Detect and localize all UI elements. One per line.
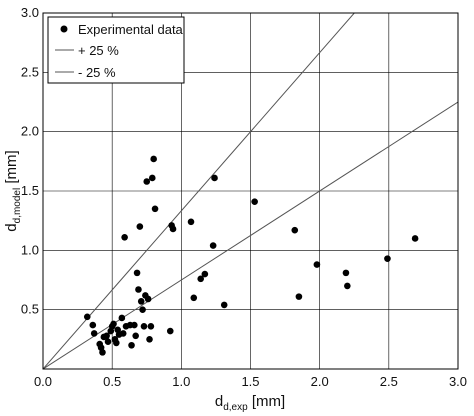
data-point-44	[201, 270, 209, 278]
data-point-11	[110, 320, 117, 328]
legend: Experimental data + 25 % - 25 %	[47, 16, 185, 84]
data-point-27	[137, 298, 145, 305]
data-point-5	[99, 349, 106, 356]
data-point-46	[211, 174, 218, 182]
data-point-31	[143, 178, 151, 185]
data-points	[83, 155, 419, 356]
data-point-21	[128, 341, 135, 349]
data-point-37	[151, 205, 159, 213]
legend-label-experimental: Experimental data	[78, 22, 184, 37]
y-tick-labels: 0.5 1.0 1.5 2.0 2.5 3.0	[21, 5, 39, 317]
data-point-18	[121, 233, 128, 241]
data-point-41	[187, 218, 195, 226]
data-point-53	[344, 282, 351, 290]
data-point-42	[190, 294, 198, 302]
data-point-49	[291, 226, 299, 234]
data-point-43	[197, 275, 204, 283]
x-tick-label-5: 2.5	[380, 374, 398, 389]
data-point-55	[411, 235, 419, 242]
data-point-28	[139, 306, 146, 313]
data-point-52	[342, 269, 350, 277]
y-axis-label: dd,model [mm]	[3, 150, 23, 231]
y-tick-label-4: 2.5	[21, 64, 39, 79]
data-point-38	[166, 327, 174, 335]
data-point-25	[135, 286, 142, 293]
grid-lines	[43, 13, 458, 369]
data-point-1	[89, 321, 97, 329]
data-point-32	[144, 295, 152, 303]
data-point-16	[118, 314, 126, 322]
data-point-24	[133, 269, 141, 277]
data-point-7	[103, 332, 110, 340]
x-tick-label-0: 0.0	[34, 374, 52, 389]
x-axis-label: dd,exp [mm]	[215, 393, 285, 413]
data-point-2	[90, 330, 98, 337]
data-point-22	[131, 321, 138, 329]
y-tick-label-5: 3.0	[21, 5, 39, 20]
data-point-0	[83, 313, 91, 321]
data-point-26	[136, 223, 144, 230]
y-tick-label-0: 0.5	[21, 302, 39, 317]
data-point-17	[119, 330, 127, 337]
data-point-51	[313, 261, 321, 268]
legend-label-plus25: + 25 %	[78, 43, 119, 58]
reference-line-1	[43, 13, 355, 369]
data-point-35	[148, 174, 156, 182]
x-tick-label-6: 3.0	[449, 374, 467, 389]
data-point-48	[251, 198, 258, 205]
legend-label-minus25: - 25 %	[78, 65, 116, 80]
x-tick-label-3: 1.5	[241, 374, 259, 389]
x-tick-label-1: 0.5	[103, 374, 121, 389]
data-point-36	[150, 155, 157, 163]
data-point-29	[140, 322, 148, 330]
data-point-54	[384, 255, 391, 262]
data-point-8	[104, 338, 112, 346]
data-point-23	[132, 332, 139, 340]
x-tick-labels: 0.0 0.5 1.0 1.5 2.0 2.5 3.0	[34, 374, 467, 389]
data-point-50	[295, 293, 303, 300]
y-tick-label-1: 1.0	[21, 242, 39, 257]
data-point-40	[169, 225, 177, 233]
data-point-33	[146, 336, 153, 343]
data-point-13	[113, 339, 120, 347]
x-tick-label-4: 2.0	[311, 374, 329, 389]
data-point-47	[220, 301, 228, 309]
y-tick-label-2: 1.5	[21, 183, 39, 198]
plot-frame	[42, 12, 459, 370]
legend-marker-experimental	[60, 25, 68, 33]
data-point-45	[209, 242, 217, 249]
data-point-34	[147, 322, 155, 330]
y-tick-label-3: 2.0	[21, 124, 39, 139]
x-tick-label-2: 1.0	[172, 374, 190, 389]
